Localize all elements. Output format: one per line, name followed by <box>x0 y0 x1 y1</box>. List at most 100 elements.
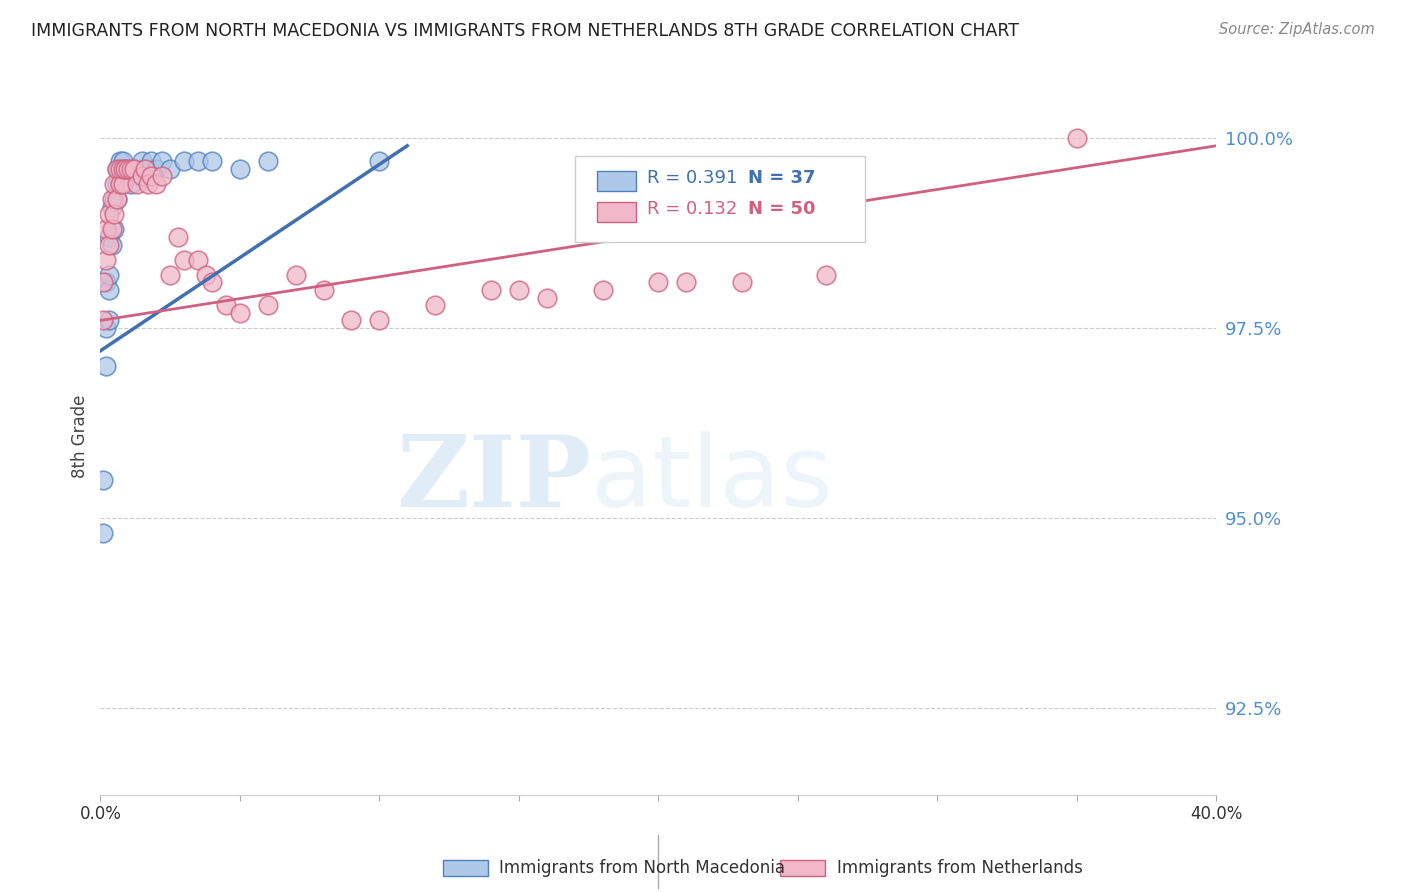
Point <box>139 169 162 183</box>
Text: Source: ZipAtlas.com: Source: ZipAtlas.com <box>1219 22 1375 37</box>
Point <box>97 230 120 244</box>
Point <box>423 298 446 312</box>
Point <box>108 177 131 191</box>
Point <box>103 222 125 236</box>
Point <box>256 298 278 312</box>
Point <box>105 161 128 176</box>
Point <box>111 161 134 176</box>
Point <box>229 161 252 176</box>
Point <box>97 207 120 221</box>
Point <box>125 161 148 176</box>
Point <box>97 237 120 252</box>
Text: ZIP: ZIP <box>396 431 592 528</box>
Point <box>150 169 173 183</box>
Point <box>508 283 530 297</box>
Point <box>340 313 363 327</box>
Point <box>229 306 252 320</box>
Point <box>111 153 134 168</box>
FancyBboxPatch shape <box>575 156 865 243</box>
Text: R = 0.132: R = 0.132 <box>647 201 738 219</box>
Point <box>1066 131 1088 145</box>
Point <box>105 192 128 206</box>
Point <box>173 252 195 267</box>
Point <box>195 268 218 282</box>
Bar <box>598 202 636 222</box>
Point <box>108 177 131 191</box>
Bar <box>598 170 636 191</box>
Point <box>145 177 167 191</box>
Point <box>312 283 335 297</box>
Point <box>675 276 697 290</box>
Point <box>215 298 238 312</box>
Point <box>91 473 114 487</box>
Point <box>187 153 209 168</box>
Point <box>122 161 145 176</box>
Point <box>150 153 173 168</box>
Point <box>117 161 139 176</box>
Point <box>731 276 754 290</box>
Point <box>114 161 136 176</box>
Point <box>256 153 278 168</box>
Y-axis label: 8th Grade: 8th Grade <box>72 394 89 478</box>
Point <box>103 177 125 191</box>
Point <box>125 177 148 191</box>
Point <box>91 313 114 327</box>
Point <box>94 276 117 290</box>
Point <box>131 153 153 168</box>
Point <box>103 207 125 221</box>
Point <box>103 192 125 206</box>
Point <box>368 313 391 327</box>
Point <box>134 161 156 176</box>
Point <box>114 161 136 176</box>
Point <box>111 177 134 191</box>
Point <box>94 359 117 373</box>
Point <box>159 268 181 282</box>
Text: N = 50: N = 50 <box>748 201 815 219</box>
Text: Immigrants from North Macedonia: Immigrants from North Macedonia <box>499 859 785 877</box>
Point <box>100 192 122 206</box>
Text: IMMIGRANTS FROM NORTH MACEDONIA VS IMMIGRANTS FROM NETHERLANDS 8TH GRADE CORRELA: IMMIGRANTS FROM NORTH MACEDONIA VS IMMIG… <box>31 22 1019 40</box>
Point <box>122 161 145 176</box>
Point <box>105 192 128 206</box>
Point <box>201 276 224 290</box>
Point <box>592 283 614 297</box>
Point <box>173 153 195 168</box>
Point <box>134 161 156 176</box>
Point <box>117 169 139 183</box>
Point <box>97 313 120 327</box>
Point <box>284 268 307 282</box>
Text: Immigrants from Netherlands: Immigrants from Netherlands <box>837 859 1083 877</box>
Point <box>100 237 122 252</box>
Point <box>136 177 159 191</box>
Point <box>479 283 502 297</box>
Point <box>94 321 117 335</box>
Point <box>647 276 669 290</box>
Point <box>536 291 558 305</box>
Point <box>105 177 128 191</box>
Text: R = 0.391: R = 0.391 <box>647 169 738 187</box>
Point <box>94 222 117 236</box>
Point <box>139 153 162 168</box>
Point <box>94 252 117 267</box>
Point <box>108 161 131 176</box>
Point <box>201 153 224 168</box>
Point <box>120 177 142 191</box>
Point <box>145 161 167 176</box>
Point <box>91 276 114 290</box>
Point <box>120 161 142 176</box>
Point <box>131 169 153 183</box>
Point <box>97 268 120 282</box>
Point <box>368 153 391 168</box>
Point <box>97 283 120 297</box>
Point <box>187 252 209 267</box>
Point <box>105 161 128 176</box>
Point <box>100 222 122 236</box>
Point <box>159 161 181 176</box>
Text: N = 37: N = 37 <box>748 169 815 187</box>
Point <box>111 169 134 183</box>
Point <box>814 268 837 282</box>
Point <box>100 200 122 214</box>
Point <box>91 526 114 541</box>
Text: atlas: atlas <box>592 431 832 528</box>
Point <box>108 153 131 168</box>
